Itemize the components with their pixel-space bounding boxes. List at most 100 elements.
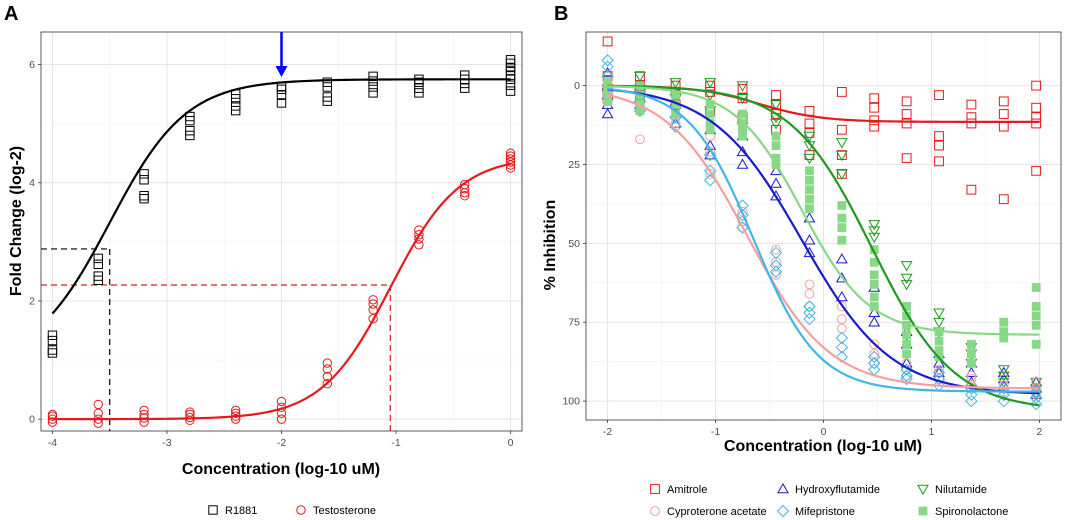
legend-marker	[650, 506, 660, 516]
y-tick-label: 6	[29, 59, 35, 71]
data-point	[771, 131, 781, 141]
data-point	[997, 382, 1010, 395]
data-point	[997, 371, 1010, 382]
data-point	[705, 109, 715, 119]
data-point	[901, 153, 912, 164]
data-point	[139, 405, 149, 416]
data-point	[705, 119, 715, 128]
data-point	[900, 372, 913, 386]
data-point	[900, 280, 913, 291]
data-point	[835, 138, 848, 149]
data-point	[869, 102, 880, 113]
x-tick-label: -2	[277, 437, 286, 449]
data-point	[933, 366, 945, 377]
data-point	[804, 288, 815, 299]
data-point	[933, 317, 945, 329]
fit-curve-spironolactone	[607, 85, 1040, 336]
data-point	[869, 302, 879, 311]
data-point	[276, 98, 287, 108]
data-point	[770, 177, 782, 188]
plot-border	[585, 31, 1062, 421]
data-point	[705, 125, 715, 135]
data-point	[368, 82, 378, 92]
data-point	[837, 235, 847, 245]
data-point	[835, 271, 848, 283]
data-point	[769, 259, 783, 272]
data-point	[835, 253, 848, 264]
data-point	[601, 60, 614, 73]
data-point	[902, 330, 912, 340]
plot-border	[40, 31, 523, 432]
data-point	[671, 100, 681, 109]
data-point	[771, 153, 781, 163]
data-point	[868, 350, 881, 364]
data-point	[965, 394, 978, 408]
data-point	[185, 111, 195, 122]
data-point	[322, 77, 333, 87]
data-point	[771, 244, 781, 255]
legend-marker	[650, 484, 660, 494]
x-tick-label: 0	[508, 437, 514, 449]
data-point	[669, 120, 682, 133]
panel-b-plot-area: -2 -1 0 1 2 0 25 50 75 100	[562, 31, 1062, 438]
data-point	[276, 414, 287, 424]
data-point	[805, 204, 814, 214]
data-point	[998, 96, 1009, 107]
data-point	[230, 101, 241, 111]
data-point	[670, 118, 681, 129]
data-point	[803, 300, 816, 313]
panel-b-label: B	[554, 3, 568, 25]
data-point	[835, 331, 849, 345]
data-point	[902, 349, 912, 359]
data-point	[836, 301, 847, 312]
data-point	[869, 121, 880, 132]
data-point	[934, 156, 944, 167]
data-point	[902, 311, 912, 321]
panel-b-x-axis-title: Concentration (log-10 uM)	[724, 438, 922, 455]
data-point	[505, 55, 516, 65]
data-point	[1030, 377, 1043, 389]
data-point	[703, 164, 717, 178]
data-point	[770, 189, 782, 201]
data-point	[803, 306, 816, 319]
data-point	[322, 358, 333, 368]
x-tick-label: -3	[162, 437, 171, 449]
data-point	[505, 80, 516, 90]
data-point	[704, 78, 717, 89]
x-tick-label: 0	[821, 426, 827, 438]
x-tick-label: -1	[711, 426, 720, 438]
y-tick-label: 75	[568, 317, 580, 329]
data-point	[835, 169, 848, 181]
data-point	[736, 208, 749, 222]
data-point	[932, 366, 946, 379]
data-point	[230, 408, 241, 418]
data-point	[837, 223, 847, 232]
arrow-annotation-head	[275, 66, 288, 78]
legend-label: Hydroxyflutamide	[795, 484, 880, 496]
fit-curve-mifepristone	[607, 87, 1040, 393]
x-tick-label: 2	[1036, 426, 1042, 438]
x-tick-label: 1	[929, 426, 935, 438]
data-point	[1031, 311, 1041, 321]
panel-a: A -4 -3 -2 -1 0 0 2 4 6 Concentration (log-10 uM…	[4, 3, 523, 517]
x-tick-label: -2	[603, 426, 612, 438]
data-point	[966, 370, 977, 381]
data-point	[635, 106, 645, 116]
data-point	[835, 150, 848, 162]
x-tick-label: -4	[48, 437, 57, 449]
fit-curve-r1881	[51, 78, 511, 315]
legend-label: Cyproterone acetate	[667, 506, 767, 518]
data-point	[901, 109, 912, 119]
data-point	[603, 96, 612, 106]
data-point	[1029, 398, 1043, 411]
data-point	[902, 339, 912, 349]
data-point	[670, 80, 681, 91]
data-point	[1031, 102, 1042, 113]
data-point	[736, 158, 749, 169]
y-tick-label: 0	[29, 414, 35, 426]
data-point	[965, 388, 978, 401]
data-point	[139, 169, 149, 179]
data-point	[966, 184, 977, 195]
data-point	[804, 118, 815, 129]
